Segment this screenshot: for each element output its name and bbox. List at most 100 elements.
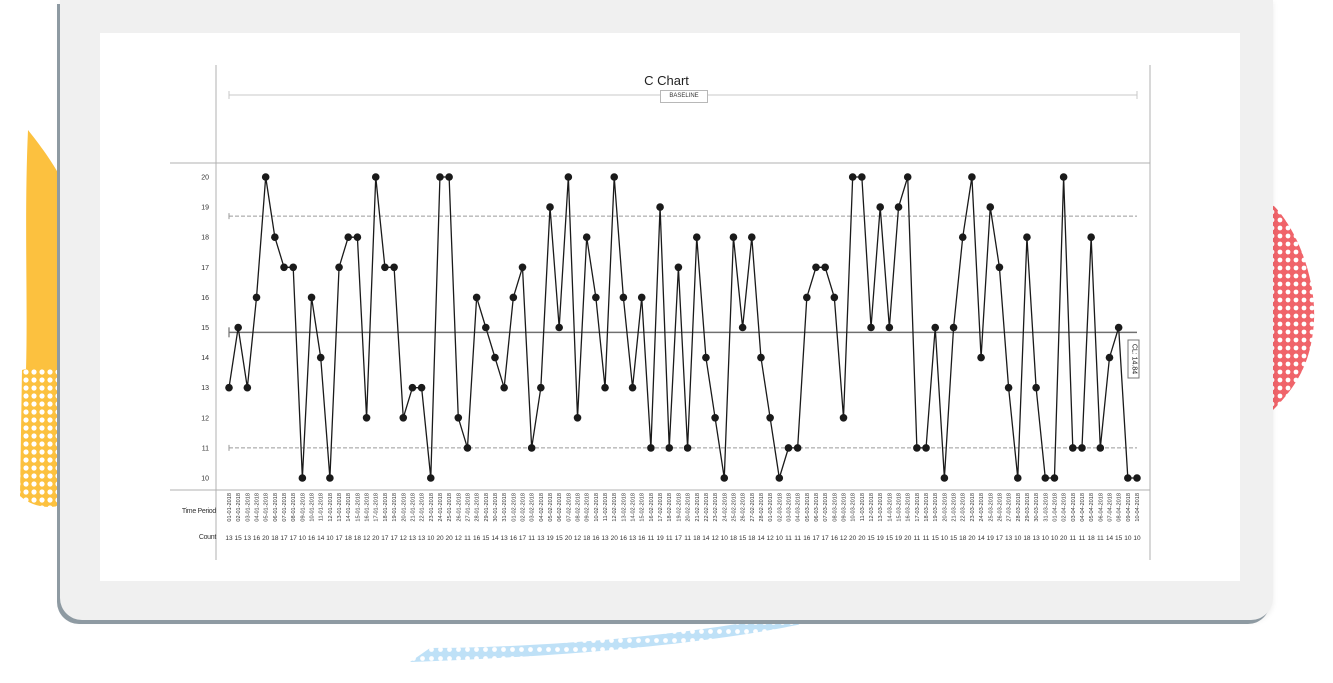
count-value: 11 xyxy=(914,535,921,542)
y-tick-label: 14 xyxy=(201,355,209,362)
data-point xyxy=(518,263,527,272)
x-tick-label: 27-01-2018 xyxy=(465,493,471,522)
count-value: 10 xyxy=(1124,535,1132,542)
x-tick-label: 14-01-2018 xyxy=(346,493,352,522)
data-point xyxy=(537,383,545,392)
data-point xyxy=(1105,353,1114,362)
count-value: 18 xyxy=(959,535,967,542)
x-tick-label: 30-03-2018 xyxy=(1034,493,1040,522)
data-point xyxy=(968,173,976,181)
data-point xyxy=(307,293,316,302)
data-point xyxy=(353,233,362,241)
data-point xyxy=(390,263,398,272)
data-point xyxy=(1087,233,1095,241)
y-tick-label: 17 xyxy=(201,265,209,272)
count-value: 11 xyxy=(1097,535,1104,542)
count-value: 17 xyxy=(390,535,398,542)
x-tick-label: 10-02-2018 xyxy=(594,493,600,522)
data-point xyxy=(711,414,719,422)
x-tick-label: 01-03-2018 xyxy=(768,493,774,522)
y-tick-label: 11 xyxy=(202,445,209,452)
x-tick-label: 19-03-2018 xyxy=(933,493,939,522)
data-point xyxy=(1124,474,1132,482)
x-tick-label: 19-01-2018 xyxy=(392,493,398,522)
x-tick-label: 09-01-2018 xyxy=(300,493,306,522)
data-point xyxy=(977,353,985,362)
data-point xyxy=(564,173,573,181)
count-value: 13 xyxy=(537,535,545,542)
x-tick-label: 25-02-2018 xyxy=(731,493,737,522)
count-value: 16 xyxy=(803,535,811,542)
x-tick-label: 07-03-2018 xyxy=(823,493,829,522)
count-value: 18 xyxy=(730,535,738,542)
count-value: 16 xyxy=(620,535,628,542)
x-tick-label: 22-02-2018 xyxy=(704,493,710,522)
data-point xyxy=(326,474,334,482)
x-tick-label: 09-03-2018 xyxy=(842,493,848,522)
data-point xyxy=(316,353,325,362)
data-point xyxy=(757,353,765,362)
x-tick-label: 26-03-2018 xyxy=(997,493,1003,522)
data-point xyxy=(371,173,380,181)
data-point xyxy=(546,203,554,211)
x-tick-label: 13-01-2018 xyxy=(337,493,343,522)
count-value: 10 xyxy=(427,535,435,542)
baseline-phase-label: BASELINE xyxy=(660,90,708,103)
data-point xyxy=(858,173,866,181)
data-point xyxy=(610,173,619,181)
data-point xyxy=(426,474,435,482)
decor-red-stroke xyxy=(1273,205,1315,410)
count-value: 17 xyxy=(335,535,343,542)
data-point xyxy=(628,383,637,392)
x-tick-label: 06-04-2018 xyxy=(1098,493,1104,522)
data-point xyxy=(793,444,802,452)
x-tick-label: 02-02-2018 xyxy=(520,493,526,522)
x-tick-label: 01-04-2018 xyxy=(1052,493,1058,522)
count-value: 17 xyxy=(675,535,683,542)
center-line-label: CL: 14.84 xyxy=(1127,339,1140,379)
count-value: 13 xyxy=(418,535,426,542)
x-tick-label: 09-04-2018 xyxy=(1126,493,1132,522)
count-value: 19 xyxy=(987,535,995,542)
count-value: 16 xyxy=(831,535,839,542)
x-tick-label: 21-01-2018 xyxy=(410,493,416,522)
x-tick-label: 05-02-2018 xyxy=(548,493,554,522)
x-tick-label: 09-02-2018 xyxy=(585,493,591,522)
x-tick-label: 28-02-2018 xyxy=(759,493,765,522)
count-value: 17 xyxy=(812,535,820,542)
x-tick-label: 15-03-2018 xyxy=(897,493,903,522)
x-tick-label: 23-01-2018 xyxy=(429,493,435,522)
count-value: 15 xyxy=(950,535,958,542)
data-point xyxy=(683,444,692,452)
data-point xyxy=(271,233,279,241)
x-tick-label: 10-01-2018 xyxy=(310,493,316,522)
x-tick-label: 11-02-2018 xyxy=(603,493,609,521)
data-point xyxy=(335,263,343,272)
x-tick-label: 04-03-2018 xyxy=(796,493,802,522)
data-point xyxy=(738,323,747,332)
count-value: 11 xyxy=(464,535,471,542)
data-point xyxy=(729,233,738,241)
data-point xyxy=(555,323,563,332)
chart-title: C Chart xyxy=(644,73,689,88)
data-point xyxy=(821,263,829,272)
count-value: 16 xyxy=(473,535,481,542)
count-value: 20 xyxy=(436,535,444,542)
data-point xyxy=(1004,383,1013,392)
series-line xyxy=(228,176,1137,479)
count-value: 18 xyxy=(1088,535,1096,542)
x-tick-label: 25-03-2018 xyxy=(988,493,994,522)
x-tick-label: 30-01-2018 xyxy=(493,493,499,522)
y-tick-label: 10 xyxy=(201,476,209,483)
x-tick-label: 10-03-2018 xyxy=(851,493,857,522)
data-point xyxy=(381,263,389,272)
count-value: 16 xyxy=(308,535,316,542)
data-point xyxy=(417,383,426,392)
count-value: 12 xyxy=(400,535,408,542)
x-tick-label: 14-02-2018 xyxy=(631,493,637,522)
count-value: 16 xyxy=(592,535,600,542)
x-tick-label: 11-01-2018 xyxy=(319,493,325,521)
data-point xyxy=(1114,323,1123,332)
x-tick-label: 03-01-2018 xyxy=(245,493,251,522)
count-value: 14 xyxy=(702,535,710,542)
